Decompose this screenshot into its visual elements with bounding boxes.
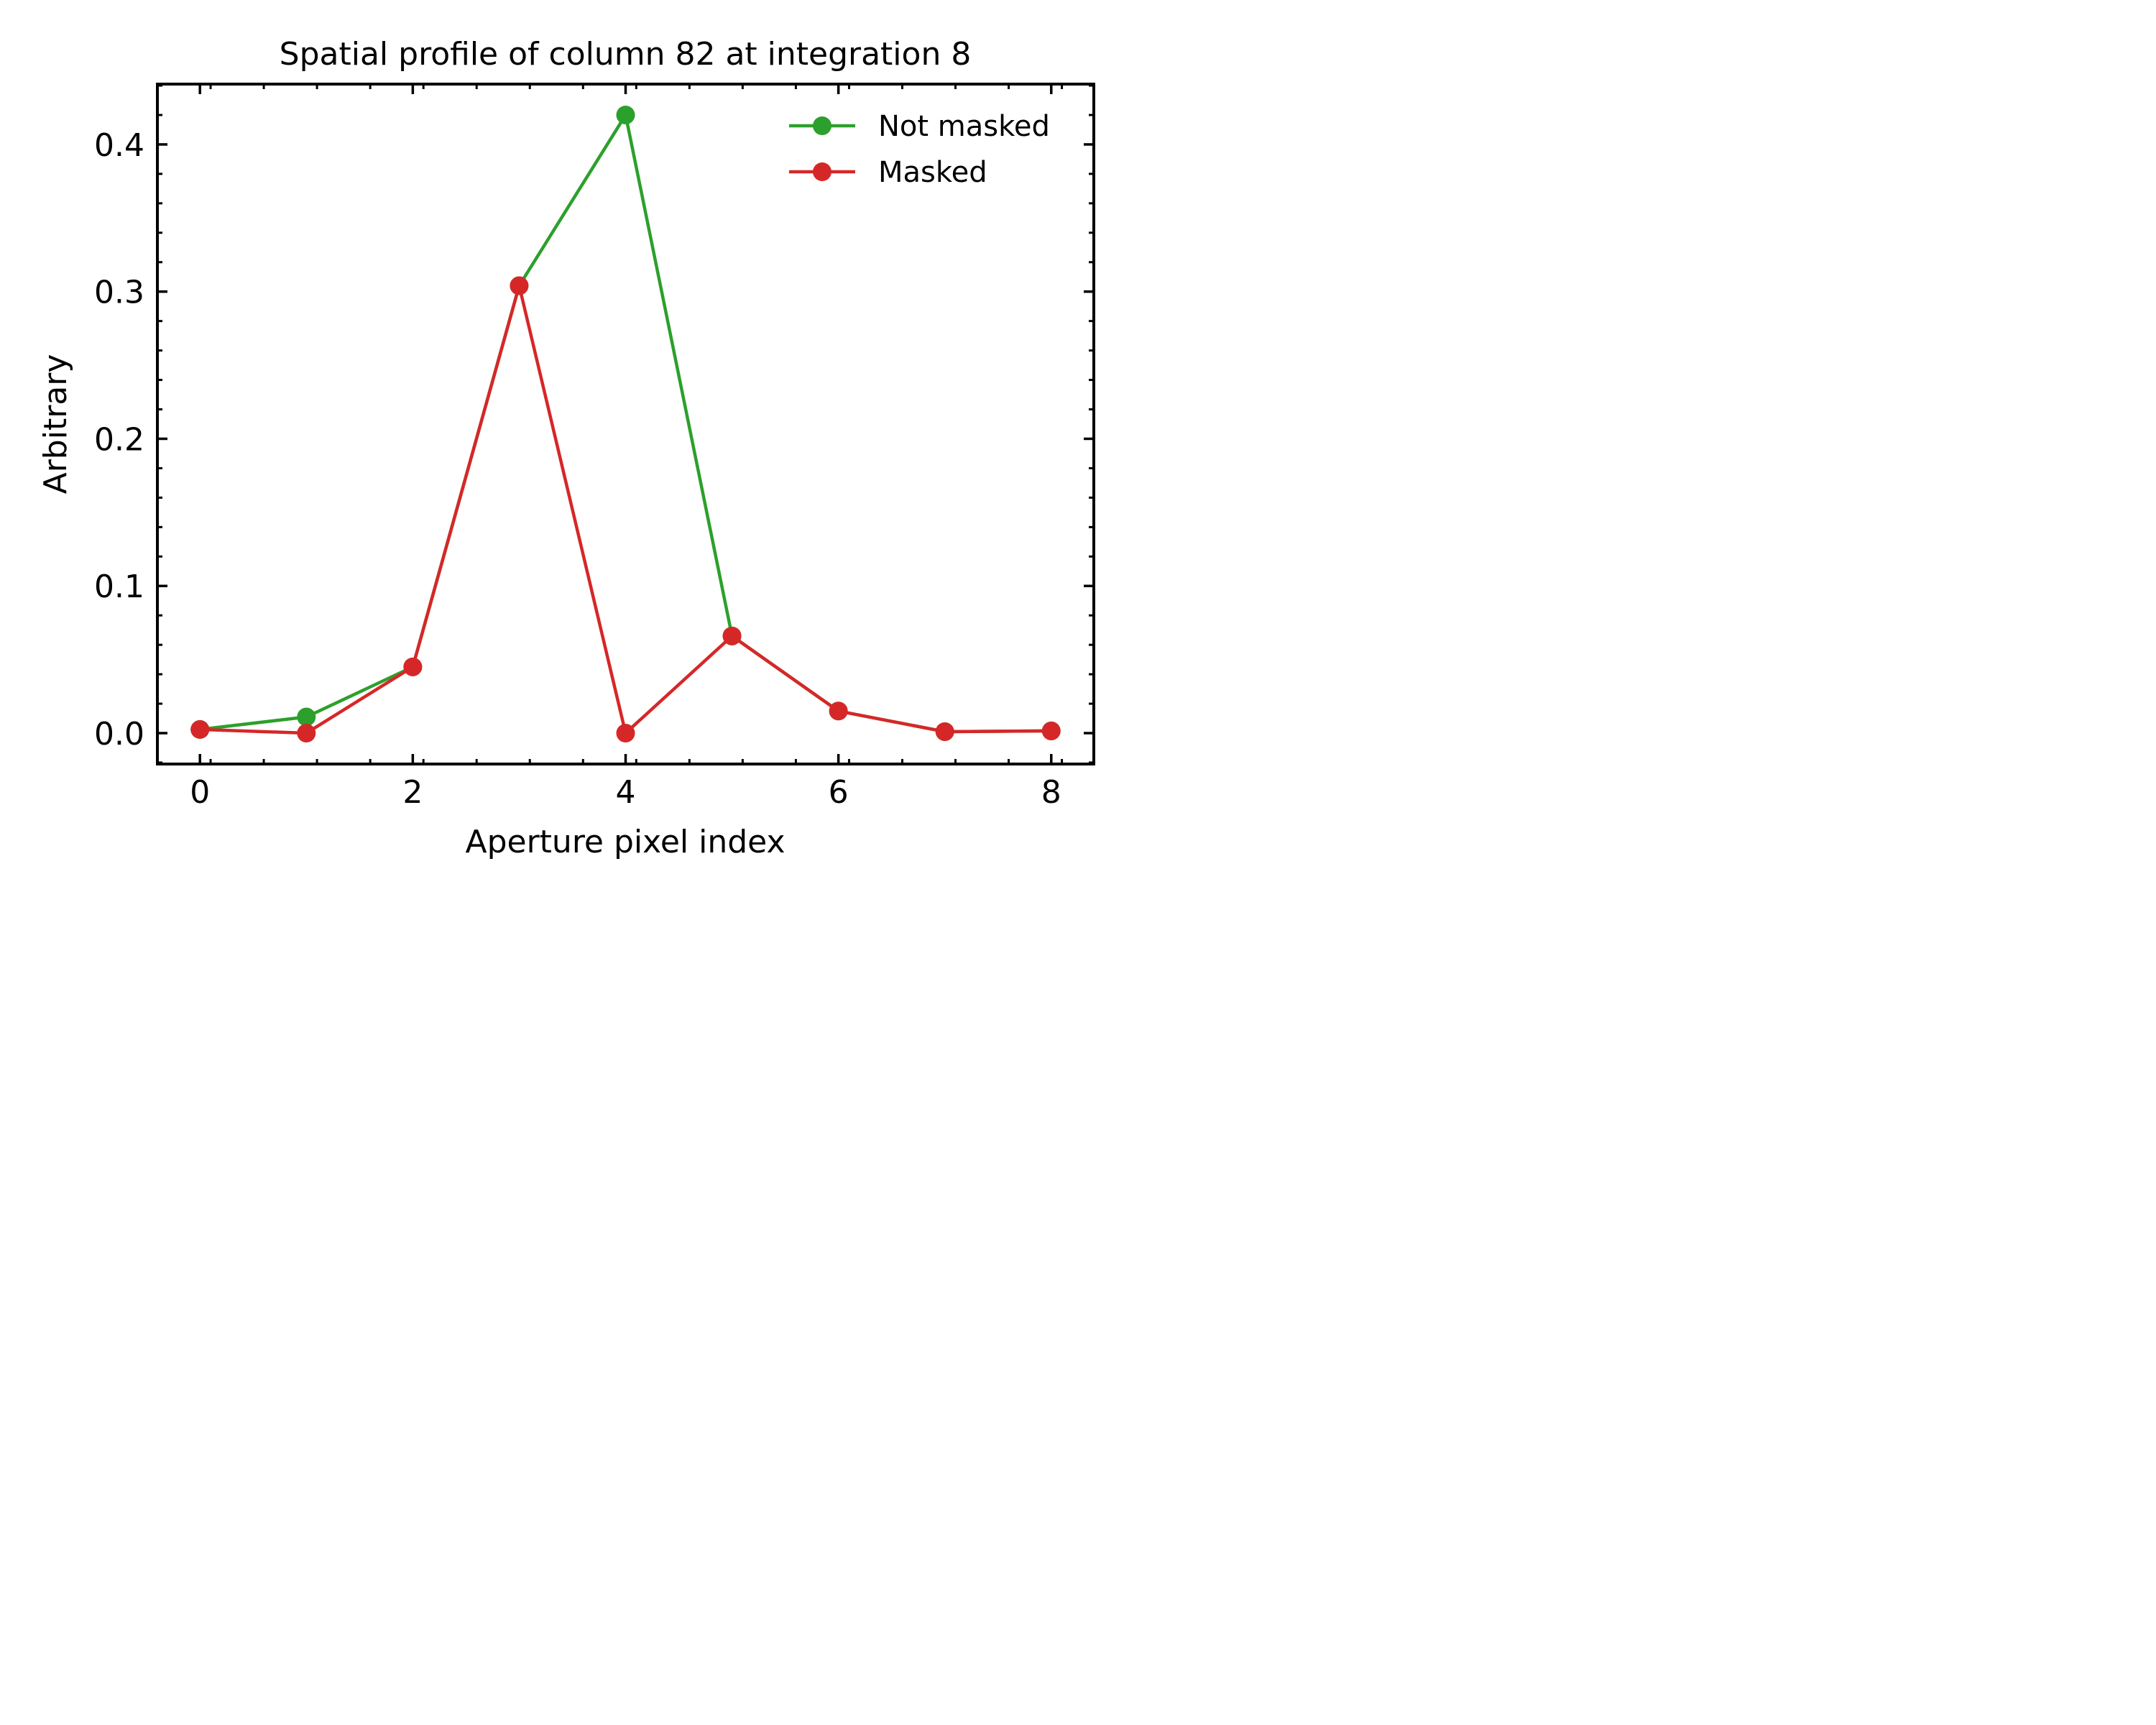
legend-label-not-masked: Not masked <box>878 110 1050 143</box>
x-tick-label: 0 <box>190 774 210 811</box>
x-tick-label: 8 <box>1041 774 1061 811</box>
data-point-masked <box>1041 721 1061 740</box>
legend-label-masked: Masked <box>878 156 987 189</box>
x-tick-label: 6 <box>829 774 849 811</box>
data-point-not-masked <box>297 707 316 727</box>
y-tick-label: 0.4 <box>94 127 144 164</box>
y-axis-label: Arbitrary <box>37 354 74 494</box>
data-point-not-masked <box>616 106 635 124</box>
data-point-masked <box>829 702 848 721</box>
chart-background <box>0 0 1127 901</box>
y-tick-label: 0.2 <box>94 421 144 458</box>
series-masked <box>190 276 1061 742</box>
x-tick-label: 4 <box>616 774 636 811</box>
x-tick-label: 2 <box>402 774 423 811</box>
y-tick-label: 0.3 <box>94 275 144 311</box>
series-layer <box>190 106 1061 742</box>
data-point-masked <box>190 719 210 739</box>
y-tick-label: 0.0 <box>94 716 144 753</box>
legend-marker-masked <box>813 162 831 181</box>
axes-frame <box>156 83 1095 765</box>
ticks-layer: 0 2 4 6 8 0.0 0.1 0.2 0.3 0.4 <box>94 84 1094 811</box>
legend: Not masked Masked <box>789 110 1050 189</box>
data-point-masked <box>616 724 635 742</box>
chart: Spatial profile of column 82 at integrat… <box>0 0 1127 901</box>
data-point-masked <box>935 722 954 741</box>
data-point-masked <box>403 657 423 676</box>
data-point-masked <box>510 276 529 295</box>
x-axis-label: Aperture pixel index <box>465 824 785 860</box>
legend-marker-not-masked <box>813 116 831 135</box>
data-point-masked <box>722 626 742 645</box>
y-tick-label: 0.1 <box>94 569 144 605</box>
data-point-masked <box>297 724 316 742</box>
chart-title: Spatial profile of column 82 at integrat… <box>280 36 972 73</box>
